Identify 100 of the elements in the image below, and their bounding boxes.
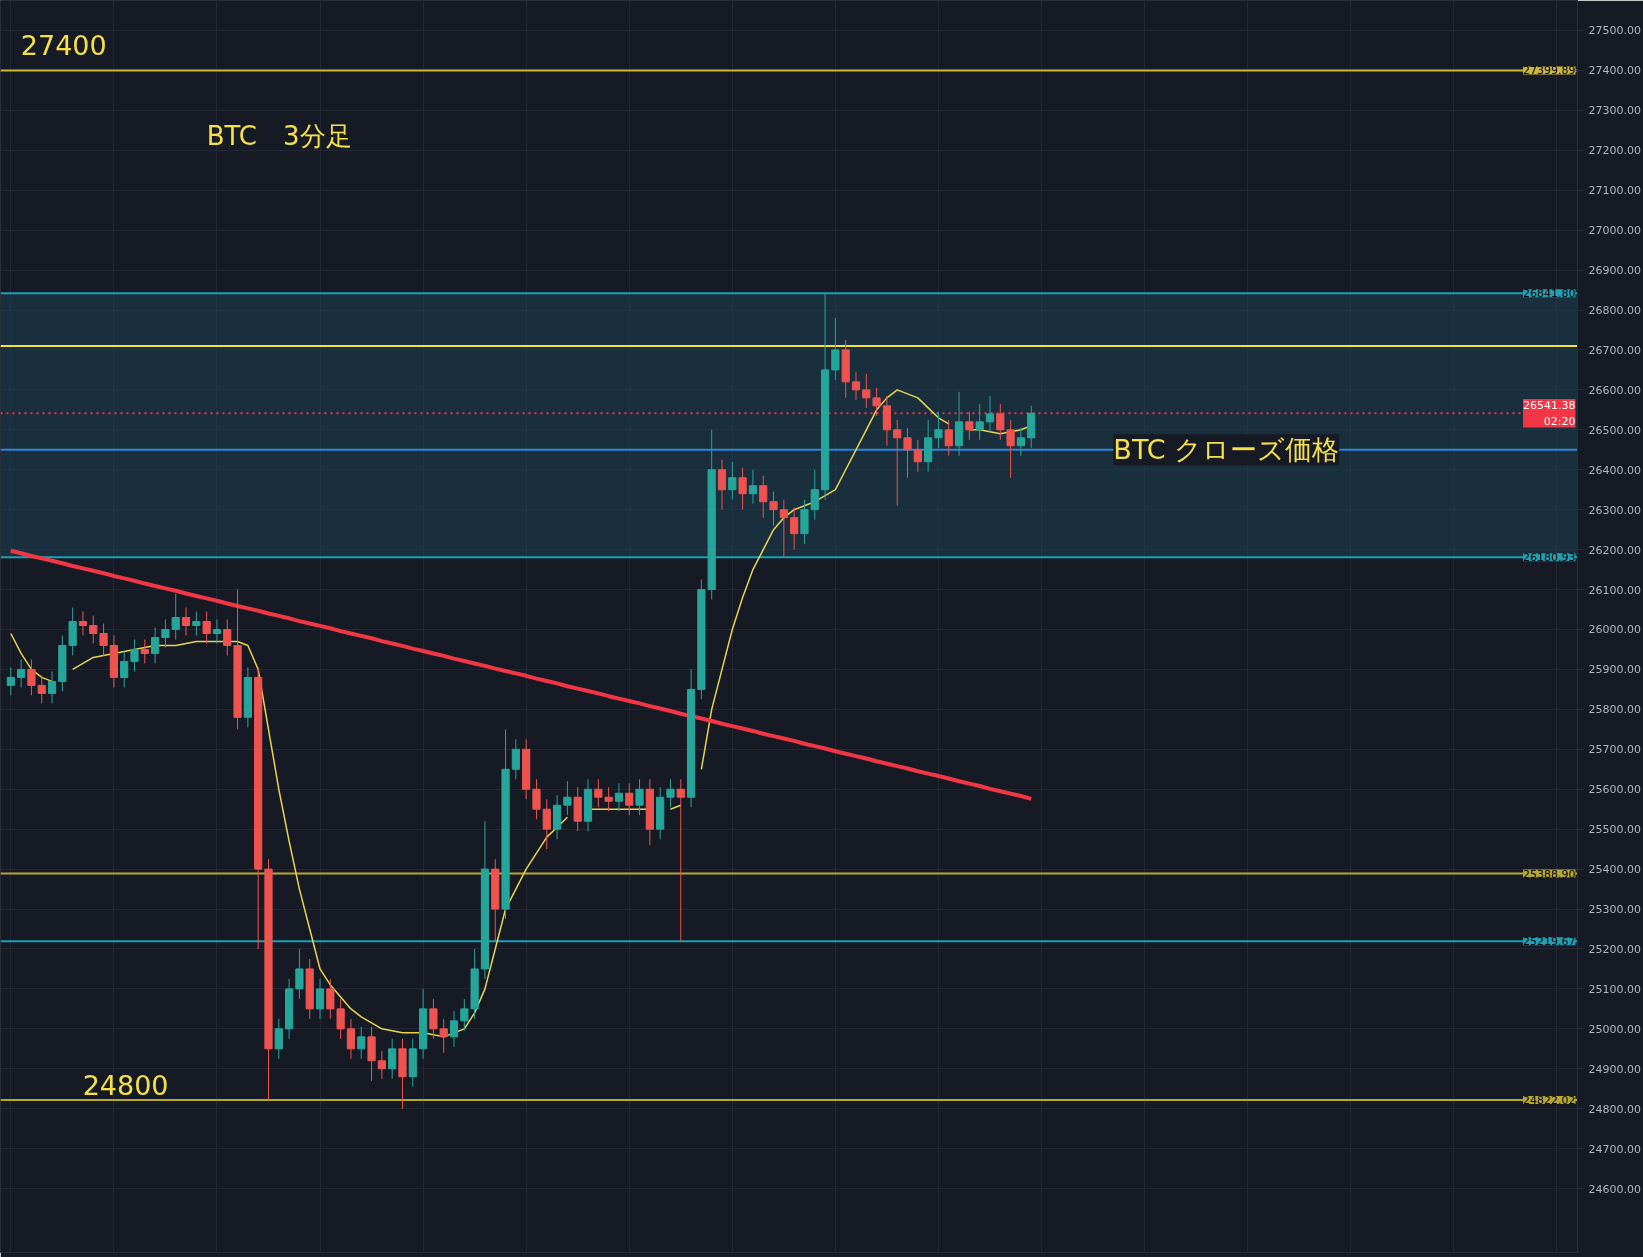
candlestick	[542, 798, 551, 850]
candlestick	[996, 403, 1005, 441]
candlestick	[676, 778, 685, 942]
candlestick	[1016, 427, 1026, 457]
candlestick	[552, 794, 562, 840]
candlestick	[511, 738, 520, 780]
candlestick	[779, 499, 788, 558]
y-tick-label: 25000.00	[1588, 1022, 1641, 1036]
candlestick	[954, 391, 964, 457]
candlestick	[532, 778, 541, 820]
candlestick	[769, 491, 778, 527]
candlestick	[346, 1018, 356, 1060]
y-tick-label: 24800.00	[1588, 1102, 1641, 1116]
candlestick	[212, 619, 222, 644]
candlestick	[594, 778, 603, 808]
candlestick	[924, 419, 933, 473]
candlestick	[388, 1038, 397, 1080]
annotation: BTC クローズ価格	[1113, 434, 1340, 466]
candlestick	[625, 782, 634, 816]
y-tick-label: 26700.00	[1588, 343, 1641, 357]
candlestick	[202, 611, 211, 644]
y-tick-label: 25800.00	[1588, 703, 1641, 717]
candlestick	[192, 611, 201, 636]
y-tick-label: 27500.00	[1588, 24, 1641, 38]
candlestick	[882, 395, 892, 447]
y-tick-label: 25600.00	[1588, 783, 1641, 797]
y-tick-label: 26500.00	[1588, 423, 1641, 437]
candlestick	[295, 948, 304, 1000]
candlestick	[315, 978, 325, 1020]
y-tick-label: 25700.00	[1588, 743, 1641, 757]
y-tick-label: 26000.00	[1588, 623, 1641, 637]
candlestick	[614, 782, 624, 812]
candlestick	[717, 459, 727, 511]
candlestick	[357, 1026, 366, 1060]
y-tick-label: 26400.00	[1588, 463, 1641, 477]
candlestick	[635, 778, 644, 816]
candlestick	[666, 778, 675, 808]
candlestick	[748, 469, 758, 505]
ref-line-label: 26180.93	[1523, 551, 1576, 565]
ref-line-label: 24822.02	[1523, 1093, 1576, 1107]
candlestick	[429, 998, 438, 1040]
candlestick	[377, 1050, 386, 1080]
candlestick	[872, 387, 881, 417]
candlestick	[336, 998, 345, 1040]
y-tick-label: 25200.00	[1588, 942, 1641, 956]
y-tick-label: 27400.00	[1588, 64, 1641, 78]
candlestick	[274, 1018, 283, 1060]
candlestick	[800, 499, 809, 545]
y-tick-label: 24600.00	[1588, 1182, 1641, 1196]
y-tick-label: 26600.00	[1588, 383, 1641, 397]
y-tick-label: 24700.00	[1588, 1142, 1641, 1156]
candlestick	[89, 615, 98, 644]
candlestick	[903, 427, 912, 479]
candlestick	[17, 658, 26, 688]
candlestick	[965, 411, 974, 441]
y-tick-label: 25100.00	[1588, 982, 1641, 996]
candlestick	[130, 638, 139, 672]
candlestick	[862, 373, 871, 409]
candlestick	[6, 666, 15, 696]
candlestick	[851, 371, 861, 401]
candlestick	[449, 1010, 459, 1048]
y-tick-label: 26800.00	[1588, 304, 1641, 318]
candlestick	[790, 507, 799, 551]
annotation: 27400	[20, 30, 107, 62]
y-tick-label: 25300.00	[1588, 903, 1641, 917]
candlestick	[1006, 419, 1015, 479]
candlestick	[944, 419, 953, 457]
y-tick-label: 24900.00	[1588, 1062, 1641, 1076]
y-tick-label: 27100.00	[1588, 184, 1641, 198]
candlestick	[759, 475, 768, 519]
candlestick	[893, 419, 902, 507]
ref-line-label: 26841.80	[1523, 287, 1576, 301]
ref-line-label: 25388.90	[1523, 867, 1576, 881]
candlestick	[326, 978, 335, 1020]
candlestick	[604, 786, 613, 812]
y-tick-label: 27200.00	[1588, 144, 1641, 158]
candlestick	[913, 439, 922, 473]
candlestick	[985, 395, 995, 433]
annotation: 24800	[82, 1069, 169, 1101]
y-tick-label: 26300.00	[1588, 503, 1641, 517]
ref-line-label: 26541.38 02:20	[1523, 398, 1576, 428]
candlestick	[151, 627, 160, 664]
ref-line-label: 25219.67	[1523, 935, 1576, 949]
candlestick	[831, 317, 840, 381]
ref-line-label: 27399.89	[1523, 64, 1576, 78]
candlestick	[223, 619, 232, 656]
y-tick-label: 26900.00	[1588, 264, 1641, 278]
candlestick	[460, 998, 469, 1032]
candlestick	[78, 611, 88, 636]
y-tick-label: 26100.00	[1588, 583, 1641, 597]
candlestick	[573, 786, 582, 832]
candlestick	[99, 623, 108, 656]
candlestick	[810, 469, 819, 521]
candlestick	[563, 780, 572, 816]
y-tick-label: 25500.00	[1588, 823, 1641, 837]
candlestick	[367, 1026, 376, 1082]
candlestick	[975, 403, 984, 441]
candlestick	[738, 467, 747, 511]
candlestick	[728, 461, 737, 501]
candlestick	[120, 650, 129, 688]
